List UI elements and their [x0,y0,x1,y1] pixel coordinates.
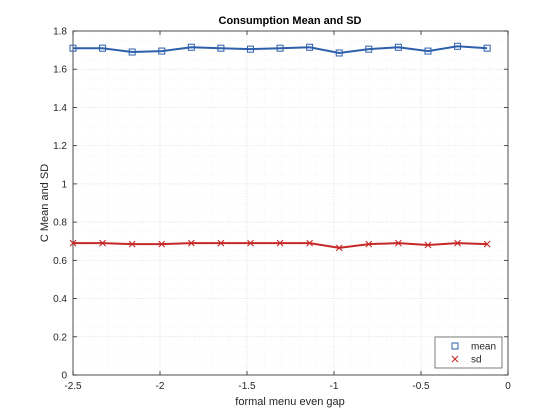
y-tick-label: 0.4 [53,294,67,305]
legend: mean sd [434,336,503,369]
data-point-sd [99,239,106,247]
data-point-mean [483,44,491,52]
data-point-mean [69,44,77,52]
x-axis-label: formal menu even gap [235,396,344,408]
data-point-sd [217,239,225,247]
y-tick-label: 1.2 [53,141,67,152]
data-point-sd [69,239,77,247]
plot-area [72,30,509,376]
legend-label-mean: mean [471,342,496,353]
y-tick-label: 0 [61,371,67,382]
y-tick-label: 1.4 [53,103,67,114]
grid [72,30,509,376]
data-point-mean [335,49,343,57]
data-point-sd [365,240,373,248]
legend-box [434,336,503,369]
y-tick-label: 1.6 [53,65,67,76]
y-tick-label: 1 [61,179,67,190]
data-point-sd [128,240,136,248]
data-point-mean [306,43,314,51]
data-point-mean [365,45,373,53]
data-point-sd [158,240,166,248]
data-point-sd [454,239,461,247]
data-point-sd [483,240,491,248]
data-point-sd [335,244,343,252]
y-axis-label: C Mean and SD [39,164,51,242]
legend-label-sd: sd [471,355,482,366]
x-tick-label: -1.5 [238,381,256,392]
x-tick-label: -0.5 [412,381,430,392]
data-point-mean [246,45,254,53]
data-point-sd [424,241,432,249]
x-tick-label: -2.5 [64,381,82,392]
legend-items: mean sd [451,342,496,366]
data-point-mean [276,44,284,52]
data-point-mean [394,43,402,51]
data-point-sd [394,239,402,247]
legend-marker-sd [451,355,459,363]
x-tick-label: 0 [505,381,511,392]
data-point-mean [158,47,166,55]
data-point-mean [99,44,107,52]
axis-ticks: -2.5 -2 -1.5 -1 -0.5 0 0 0.2 0.4 0.6 0.8 1 1.2 1.4 1.6… [53,27,511,393]
x-tick-label: -1 [330,381,339,392]
series-line-mean [73,45,488,54]
series [69,42,491,252]
data-point-sd [187,239,195,247]
chart-title: Consumption Mean and SD [219,15,362,27]
x-tick-label: -2 [156,381,165,392]
series-sd [69,239,491,252]
series-mean [69,42,491,57]
y-tick-label: 0.2 [53,332,67,343]
y-tick-label: 1.8 [53,27,67,38]
data-point-mean [128,48,136,56]
data-point-mean [454,42,462,50]
data-point-sd [276,239,284,247]
data-point-mean [217,44,225,52]
legend-marker-mean [451,342,459,350]
data-point-mean [424,47,432,55]
data-point-sd [306,239,314,247]
y-tick-label: 0.6 [53,256,67,267]
data-point-sd [247,239,254,247]
data-point-mean [187,43,195,51]
y-tick-label: 0.8 [53,218,67,229]
